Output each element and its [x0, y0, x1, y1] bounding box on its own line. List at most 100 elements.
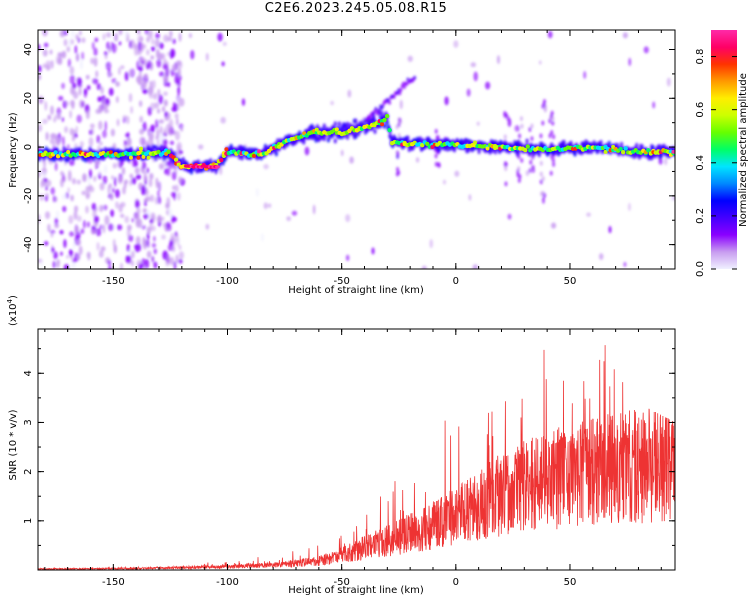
spectrogram-band	[445, 146, 450, 152]
spectrogram-wisp	[381, 104, 385, 109]
spectrogram-noise-speck	[162, 222, 166, 228]
spectrogram-noise-speck	[102, 33, 106, 41]
spectrogram-noise-speck	[88, 137, 94, 147]
spectrogram-noise-speck	[146, 250, 152, 259]
spectrogram-noise-speck	[157, 108, 161, 114]
spectrogram-band	[615, 142, 620, 149]
snr-series-line	[38, 345, 675, 570]
spectrogram-noise-speck	[56, 107, 62, 116]
spectrogram-band	[322, 136, 326, 142]
spectrogram-noise-speck	[672, 196, 675, 201]
spectrogram-noise-speck	[94, 37, 99, 43]
spectrogram-noise-speck	[514, 125, 520, 132]
spectrogram-noise-speck	[345, 254, 350, 262]
spectrogram-noise-speck	[98, 250, 104, 258]
spectrogram-band	[302, 139, 306, 145]
spectrogram-noise-speck	[147, 136, 153, 147]
snr-x-tick-label: 50	[564, 577, 577, 588]
snr-panel: -150 -100 -50 0 50 1 2 3 4 Height of straight l…	[6, 295, 676, 596]
spectrogram-noise-speck	[222, 41, 227, 46]
spectrogram-noise-speck	[108, 87, 114, 96]
spectrogram-band	[562, 139, 566, 145]
spectrogram-noise-speck	[58, 95, 64, 101]
spectrogram-band	[239, 144, 243, 151]
spectrogram-noise-speck	[117, 67, 121, 75]
spectrogram-panel: -150 -100 -50 0 50 -40 -20 0 20 40 Height of str…	[8, 29, 676, 296]
spectrogram-noise-speck	[108, 223, 114, 232]
spectrogram-noise-speck	[166, 254, 170, 264]
spectrogram-noise-speck	[61, 117, 65, 122]
spectrogram-noise-speck	[124, 30, 129, 39]
spectrogram-noise-speck	[126, 243, 130, 253]
spectrogram-noise-speck	[122, 117, 127, 124]
spectrogram-noise-speck	[162, 160, 167, 168]
spectrogram-band	[587, 148, 591, 154]
spectrogram-peak-cell	[334, 127, 339, 132]
spectrogram-noise-speck	[170, 68, 175, 77]
spectrogram-noise-speck	[143, 73, 148, 79]
spectrogram-noise-speck	[47, 114, 52, 121]
spectrogram-noise-speck	[525, 170, 530, 177]
spectrogram-x-ticks: -150 -100 -50 0 50	[44, 30, 662, 287]
spectrogram-noise-speck	[96, 83, 102, 91]
spectrogram-noise-speck	[161, 216, 165, 221]
spectrogram-noise-speck	[172, 38, 176, 45]
spectrogram-noise-speck	[142, 88, 148, 94]
spectrogram-band	[537, 152, 541, 158]
spectrogram-noise-speck	[340, 149, 344, 157]
spectrogram-band	[92, 156, 96, 162]
spectrogram-noise-speck	[62, 136, 65, 147]
spectrogram-noise-speck	[205, 52, 209, 61]
spectrogram-band	[62, 146, 66, 152]
spectrogram-noise-speck	[117, 176, 123, 185]
spectrogram-noise-speck	[65, 100, 69, 106]
spectrogram-noise-speck	[50, 187, 55, 195]
spectrogram-noise-speck	[95, 70, 99, 78]
spectrogram-noise-speck	[76, 239, 82, 246]
spectrogram-noise-speck	[43, 241, 49, 246]
spectrogram-noise-speck	[38, 43, 41, 51]
spectrogram-ridge-cell	[173, 157, 179, 163]
spectrogram-noise-speck	[52, 195, 56, 203]
spectrogram-noise-speck	[106, 41, 110, 50]
spectrogram-noise-speck	[608, 225, 612, 234]
spectrogram-noise-speck	[151, 46, 156, 52]
spectrogram-noise-speck	[157, 88, 161, 97]
colorbar-tick-label: 0.0	[695, 261, 706, 277]
spectrogram-noise-speck	[83, 219, 86, 229]
spectrogram-noise-speck	[130, 106, 134, 114]
spectrogram-peak-cell	[136, 155, 141, 160]
spectrogram-noise-speck	[63, 30, 68, 36]
spectrogram-noise-speck	[105, 61, 112, 71]
spectrogram-noise-speck	[473, 71, 478, 82]
snr-y-tick-label: 4	[23, 370, 34, 376]
spectrogram-noise-speck	[86, 85, 91, 90]
spectrogram-peak-cell	[128, 155, 133, 160]
spectrogram-noise-speck	[146, 167, 150, 174]
colorbar-label: Normalized spectral amplitude	[738, 73, 749, 227]
spectrogram-noise-speck	[176, 117, 179, 126]
spectrogram-noise-speck	[104, 54, 108, 60]
snr-y-ticks: 1 2 3 4	[23, 348, 675, 546]
spectrogram-noise-speck	[547, 30, 553, 39]
spectrogram-y-tick-label: -40	[23, 236, 34, 252]
spectrogram-band	[380, 110, 384, 116]
spectrogram-noise-speck	[169, 126, 173, 137]
spectrogram-streak	[543, 98, 547, 104]
spectrogram-band	[159, 144, 163, 150]
spectrogram-noise-speck	[197, 144, 204, 150]
spectrogram-noise-speck	[150, 55, 154, 60]
spectrogram-heatmap	[38, 30, 675, 269]
spectrogram-streak	[518, 133, 522, 139]
spectrogram-band	[173, 151, 177, 157]
spectrogram-noise-speck	[141, 185, 147, 196]
spectrogram-noise-speck	[347, 89, 352, 98]
snr-y-tick-label: 3	[23, 419, 34, 425]
spectrogram-peak-cell	[257, 149, 262, 154]
spectrogram-noise-speck	[54, 133, 58, 141]
spectrogram-noise-speck	[50, 105, 54, 116]
spectrogram-noise-speck	[42, 118, 48, 125]
spectrogram-noise-speck	[53, 114, 60, 120]
spectrogram-noise-speck	[155, 32, 160, 39]
spectrogram-streak	[543, 192, 547, 198]
